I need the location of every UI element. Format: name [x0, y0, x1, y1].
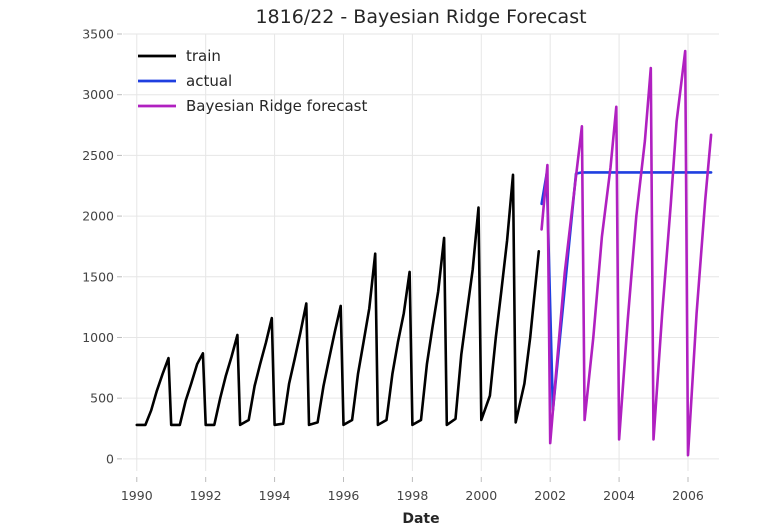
x-tick-label: 2000: [465, 488, 497, 503]
legend-label: Bayesian Ridge forecast: [186, 97, 367, 115]
y-tick-label: 500: [90, 391, 114, 406]
y-tick-label: 3000: [82, 87, 114, 102]
tick-labels: 0 500 1000 1500 2000 2500 3000 3500 1990 1992 1994…: [82, 27, 704, 504]
legend-label: actual: [186, 72, 232, 90]
y-tick-label: 1500: [82, 269, 114, 284]
series-line-3: [540, 49, 713, 457]
y-tick-label: 2000: [82, 209, 114, 224]
x-tick-label: 1990: [121, 488, 153, 503]
chart-title: 1816/22 - Bayesian Ridge Forecast: [255, 6, 586, 28]
y-tick-label: 0: [106, 451, 114, 466]
y-tick-label: 2500: [82, 148, 114, 163]
x-tick-label: 2002: [534, 488, 566, 503]
x-tick-label: 2004: [603, 488, 635, 503]
y-tick-label: 3500: [82, 27, 114, 42]
x-tick-label: 2006: [672, 488, 704, 503]
x-tick-label: 1992: [190, 488, 222, 503]
x-tick-label: 1994: [259, 488, 291, 503]
x-axis-label: Date: [402, 511, 439, 527]
series-layer: [135, 49, 713, 457]
y-tick-label: 1000: [82, 330, 114, 345]
legend: train actual Bayesian Ridge forecast: [138, 47, 367, 115]
series-line-1: [135, 173, 541, 427]
series-line-2: [540, 171, 713, 412]
legend-label: train: [186, 47, 221, 65]
x-tick-label: 1998: [396, 488, 428, 503]
x-tick-label: 1996: [328, 488, 360, 503]
